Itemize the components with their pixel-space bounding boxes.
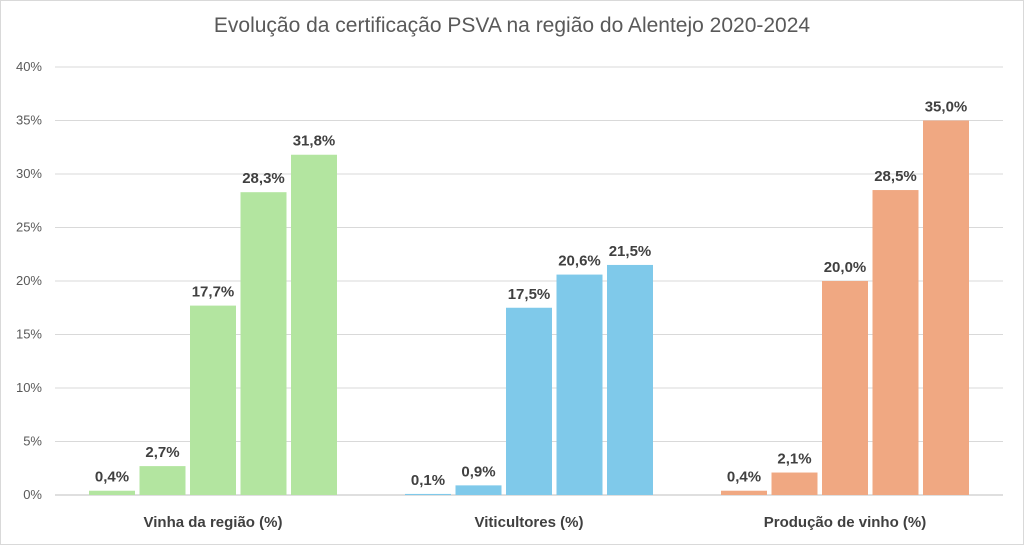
data-label: 0,9%	[461, 463, 495, 480]
bar	[89, 490, 135, 495]
category-label: Produção de vinho (%)	[764, 514, 927, 531]
data-label: 20,0%	[824, 259, 867, 276]
category-label: Viticultores (%)	[475, 514, 584, 531]
data-label: 2,7%	[145, 444, 179, 461]
bar	[872, 190, 919, 496]
bars	[89, 120, 969, 496]
data-label: 20,6%	[558, 253, 601, 270]
y-axis-ticks: 0% 5% 10% 15% 20% 25% 30% 35% 40%	[16, 59, 42, 502]
data-label: 31,8%	[293, 133, 336, 150]
bar	[139, 466, 186, 495]
data-label: 2,1%	[777, 451, 811, 468]
category-labels: Vinha da região (%) Viticultores (%) Produ…	[144, 514, 927, 531]
category-label: Vinha da região (%)	[144, 514, 283, 531]
y-tick-label: 10%	[16, 380, 42, 395]
data-label: 0,4%	[727, 469, 761, 486]
data-label: 0,4%	[95, 469, 129, 486]
y-tick-label: 30%	[16, 166, 42, 181]
chart-title: Evolução da certificação PSVA na região …	[213, 14, 811, 37]
y-tick-label: 35%	[16, 113, 42, 128]
data-label: 0,1%	[411, 472, 445, 489]
data-label: 35,0%	[925, 99, 968, 116]
data-label: 28,3%	[242, 170, 285, 187]
data-label: 17,5%	[508, 286, 551, 303]
bar	[822, 281, 868, 495]
y-tick-label: 20%	[16, 273, 42, 288]
y-tick-label: 15%	[16, 327, 42, 342]
bar	[455, 485, 502, 495]
bar	[721, 490, 767, 495]
bar	[240, 192, 287, 495]
y-tick-label: 0%	[23, 487, 42, 502]
y-tick-label: 5%	[23, 434, 42, 449]
bar	[190, 305, 236, 495]
bar	[291, 154, 337, 496]
bar	[923, 120, 969, 495]
data-label: 17,7%	[192, 284, 235, 301]
bar	[556, 274, 603, 495]
y-tick-label: 40%	[16, 59, 42, 74]
bar	[771, 472, 818, 495]
data-label: 28,5%	[874, 168, 917, 185]
data-label: 21,5%	[609, 243, 652, 260]
bar	[405, 493, 451, 495]
bar	[506, 307, 552, 495]
y-tick-label: 25%	[16, 220, 42, 235]
bar	[607, 264, 653, 495]
data-labels: 0,4% 2,7% 17,7% 28,3% 31,8% 0,1% 0,9% 17,5% 20,6…	[95, 99, 967, 489]
